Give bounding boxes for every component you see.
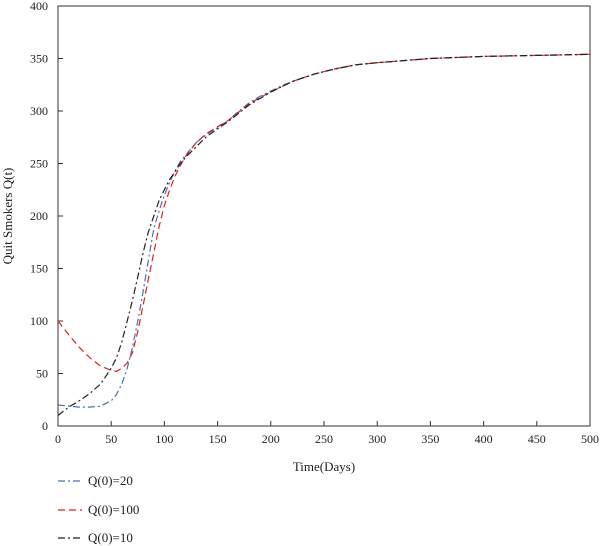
x-tick-label: 300 (368, 432, 386, 446)
y-tick-label: 0 (42, 419, 48, 433)
x-tick-label: 0 (55, 432, 61, 446)
y-tick-label: 400 (30, 0, 48, 13)
x-tick-label: 150 (209, 432, 227, 446)
x-tick-label: 500 (581, 432, 599, 446)
y-tick-label: 100 (30, 314, 48, 328)
x-tick-label: 250 (315, 432, 333, 446)
legend: Q(0)=20 Q(0)=100 Q(0)=10 (58, 473, 139, 545)
y-tick-label: 50 (36, 367, 48, 381)
series-line-1 (57, 53, 591, 373)
x-tick-label: 200 (262, 432, 280, 446)
y-axis: 0 50 100 150 200 250 300 350 400 (30, 0, 63, 433)
series-layer (57, 53, 591, 416)
y-tick-label: 350 (30, 52, 48, 66)
y-tick-label: 150 (30, 262, 48, 276)
legend-label: Q(0)=10 (88, 530, 133, 545)
legend-label: Q(0)=20 (88, 473, 133, 488)
x-axis-title: Time(Days) (293, 459, 355, 474)
x-tick-label: 350 (421, 432, 439, 446)
x-tick-label: 50 (105, 432, 117, 446)
series-line-2 (57, 53, 591, 416)
x-tick-label: 450 (528, 432, 546, 446)
x-axis: 0 50 100 150 200 250 300 350 400 450 500 (55, 421, 599, 446)
y-axis-title: Quit Smokers Q(t) (0, 168, 15, 265)
plot-area (57, 5, 591, 427)
legend-label: Q(0)=100 (88, 502, 139, 517)
x-tick-label: 100 (155, 432, 173, 446)
y-tick-label: 300 (30, 104, 48, 118)
y-tick-label: 250 (30, 157, 48, 171)
y-tick-label: 200 (30, 209, 48, 223)
x-tick-label: 400 (475, 432, 493, 446)
